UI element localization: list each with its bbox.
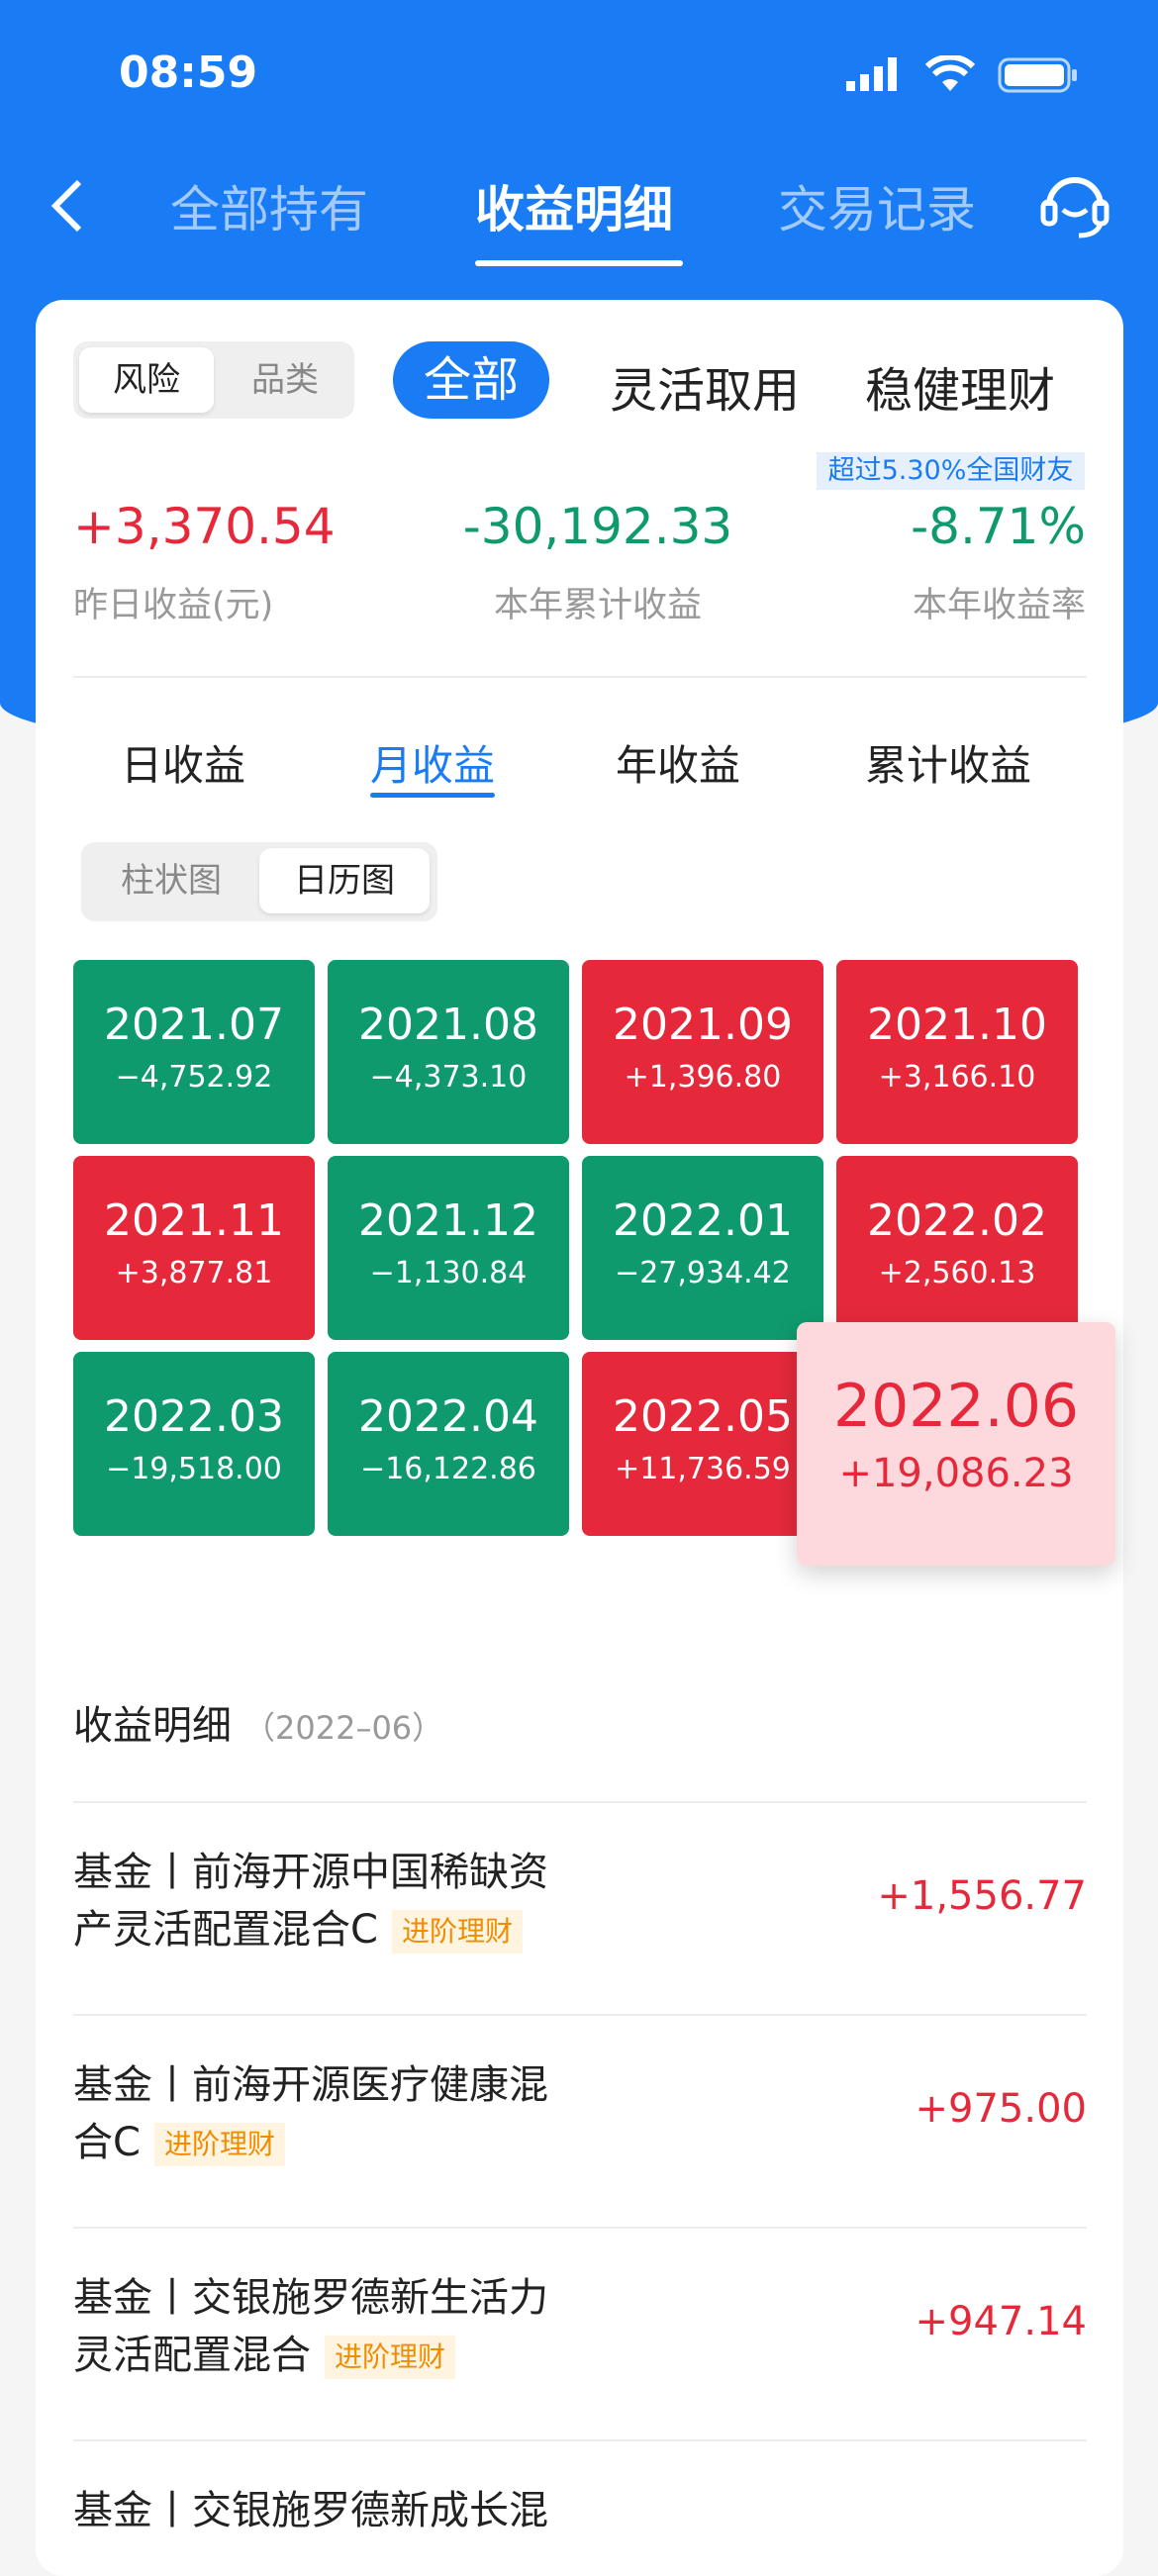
tab-daily[interactable]: 日收益 — [121, 741, 246, 790]
item-name-line1: 基金丨交银施罗德新生活力 — [73, 2275, 548, 2321]
calendar-cell[interactable]: 2022.03 −19,518.00 — [73, 1352, 315, 1536]
tab-transactions[interactable]: 交易记录 — [778, 181, 976, 239]
earning-item[interactable]: 基金丨交银施罗德新生活力 灵活配置混合 进阶理财 +947.14 — [73, 2269, 1087, 2384]
segment-control: 风险 品类 — [73, 341, 354, 419]
calendar-cell[interactable]: 2022.02 +2,560.13 — [836, 1156, 1078, 1340]
item-name-line1: 基金丨前海开源中国稀缺资 — [73, 1850, 548, 1895]
cell-month: 2021.10 — [867, 1000, 1047, 1050]
customer-service-icon[interactable] — [1037, 166, 1112, 245]
tab-yearly[interactable]: 年收益 — [616, 741, 741, 790]
rank-badge: 超过5.30%全国财友 — [817, 452, 1085, 490]
tab-earnings-detail[interactable]: 收益明细 — [475, 181, 673, 239]
cell-value: +3,877.81 — [115, 1256, 273, 1290]
active-tab-underline — [475, 260, 683, 266]
item-name-line1: 基金丨交银施罗德新成长混 — [73, 2488, 548, 2533]
filter-all[interactable]: 全部 — [393, 341, 549, 419]
selected-month-cell[interactable]: 2022.06 +19,086.23 — [797, 1322, 1115, 1566]
cell-value: −4,373.10 — [369, 1060, 528, 1095]
item-tag: 进阶理财 — [391, 1910, 523, 1954]
cell-value: −4,752.92 — [115, 1060, 273, 1095]
yesterday-earnings: +3,370.54 — [73, 498, 336, 555]
cell-value: −1,130.84 — [369, 1256, 528, 1290]
view-toggle: 柱状图 日历图 — [81, 842, 437, 921]
view-bar-chart[interactable]: 柱状图 — [121, 861, 222, 901]
selected-month: 2022.06 — [832, 1372, 1080, 1441]
cell-month: 2022.04 — [358, 1391, 538, 1442]
cell-value: −16,122.86 — [360, 1452, 536, 1486]
calendar-cell[interactable]: 2022.01 −27,934.42 — [582, 1156, 823, 1340]
divider — [73, 1801, 1087, 1803]
item-tag: 进阶理财 — [325, 2336, 456, 2379]
ytd-rate: -8.71% — [911, 498, 1086, 555]
cell-month: 2021.11 — [104, 1195, 284, 1246]
filter-flexible[interactable]: 灵活取用 — [610, 363, 801, 419]
cell-value: +1,396.80 — [624, 1060, 782, 1095]
cell-month: 2022.01 — [613, 1195, 793, 1246]
divider — [73, 2227, 1087, 2229]
item-name-line2: 灵活配置混合 — [73, 2333, 311, 2378]
earning-item[interactable]: 基金丨前海开源中国稀缺资 产灵活配置混合C 进阶理财 +1,556.77 — [73, 1844, 1087, 1958]
cell-value: +2,560.13 — [878, 1256, 1036, 1290]
cell-month: 2022.05 — [613, 1391, 793, 1442]
calendar-cell[interactable]: 2021.08 −4,373.10 — [328, 960, 569, 1144]
detail-period: （2022–06） — [243, 1709, 444, 1747]
calendar-cell[interactable]: 2021.10 +3,166.10 — [836, 960, 1078, 1144]
wifi-icon — [924, 53, 976, 97]
cell-month: 2021.09 — [613, 1000, 793, 1050]
detail-title-text: 收益明细 — [73, 1703, 232, 1749]
cell-value: +3,166.10 — [878, 1060, 1036, 1095]
earning-item[interactable]: 基金丨交银施罗德新成长混 — [73, 2482, 1087, 2539]
cell-month: 2021.07 — [104, 1000, 284, 1050]
divider — [73, 676, 1087, 678]
cell-value: +11,736.59 — [615, 1452, 791, 1486]
tab-monthly-underline — [370, 793, 495, 798]
cell-value: −19,518.00 — [106, 1452, 282, 1486]
item-name-line2: 产灵活配置混合C — [73, 1907, 378, 1953]
item-name-line2: 合C — [73, 2120, 141, 2165]
segment-risk[interactable]: 风险 — [79, 347, 214, 413]
back-button[interactable] — [48, 176, 87, 239]
calendar-cell[interactable]: 2022.05 +11,736.59 — [582, 1352, 823, 1536]
divider — [73, 2014, 1087, 2016]
calendar-cell[interactable]: 2021.09 +1,396.80 — [582, 960, 823, 1144]
item-tag: 进阶理财 — [153, 2123, 285, 2166]
item-name-line1: 基金丨前海开源医疗健康混 — [73, 2062, 548, 2108]
ytd-label: 本年累计收益 — [493, 586, 702, 625]
item-value: +947.14 — [915, 2299, 1087, 2344]
view-calendar[interactable]: 日历图 — [259, 848, 430, 913]
item-value: +975.00 — [915, 2086, 1087, 2132]
tab-all-holdings[interactable]: 全部持有 — [170, 181, 368, 239]
cell-value: −27,934.42 — [615, 1256, 791, 1290]
item-value: +1,556.77 — [877, 1873, 1087, 1919]
cell-month: 2021.08 — [358, 1000, 538, 1050]
earning-item[interactable]: 基金丨前海开源医疗健康混 合C 进阶理财 +975.00 — [73, 2056, 1087, 2171]
tab-cumulative[interactable]: 累计收益 — [865, 741, 1032, 790]
calendar-cell[interactable]: 2021.12 −1,130.84 — [328, 1156, 569, 1340]
status-time: 08:59 — [119, 48, 258, 98]
cell-month: 2021.12 — [358, 1195, 538, 1246]
battery-icon — [998, 57, 1081, 97]
selected-value: +19,086.23 — [838, 1451, 1074, 1496]
filter-stable[interactable]: 稳健理财 — [865, 363, 1056, 419]
earnings-card: 风险 品类 全部 灵活取用 稳健理财 超过5.30%全国财友 +3,370.54… — [36, 300, 1123, 2576]
ytd-earnings: -30,192.33 — [462, 498, 733, 555]
tab-monthly[interactable]: 月收益 — [370, 741, 496, 790]
calendar-cell[interactable]: 2021.07 −4,752.92 — [73, 960, 315, 1144]
divider — [73, 2439, 1087, 2441]
calendar-cell[interactable]: 2021.11 +3,877.81 — [73, 1156, 315, 1340]
segment-category[interactable]: 品类 — [251, 360, 319, 400]
cell-month: 2022.02 — [867, 1195, 1047, 1246]
cell-month: 2022.03 — [104, 1391, 284, 1442]
ytd-rate-label: 本年收益率 — [912, 586, 1086, 625]
calendar-cell[interactable]: 2022.04 −16,122.86 — [328, 1352, 569, 1536]
detail-title: 收益明细 （2022–06） — [73, 1693, 443, 1751]
yesterday-label: 昨日收益(元) — [73, 586, 274, 625]
signal-icon — [846, 57, 906, 95]
